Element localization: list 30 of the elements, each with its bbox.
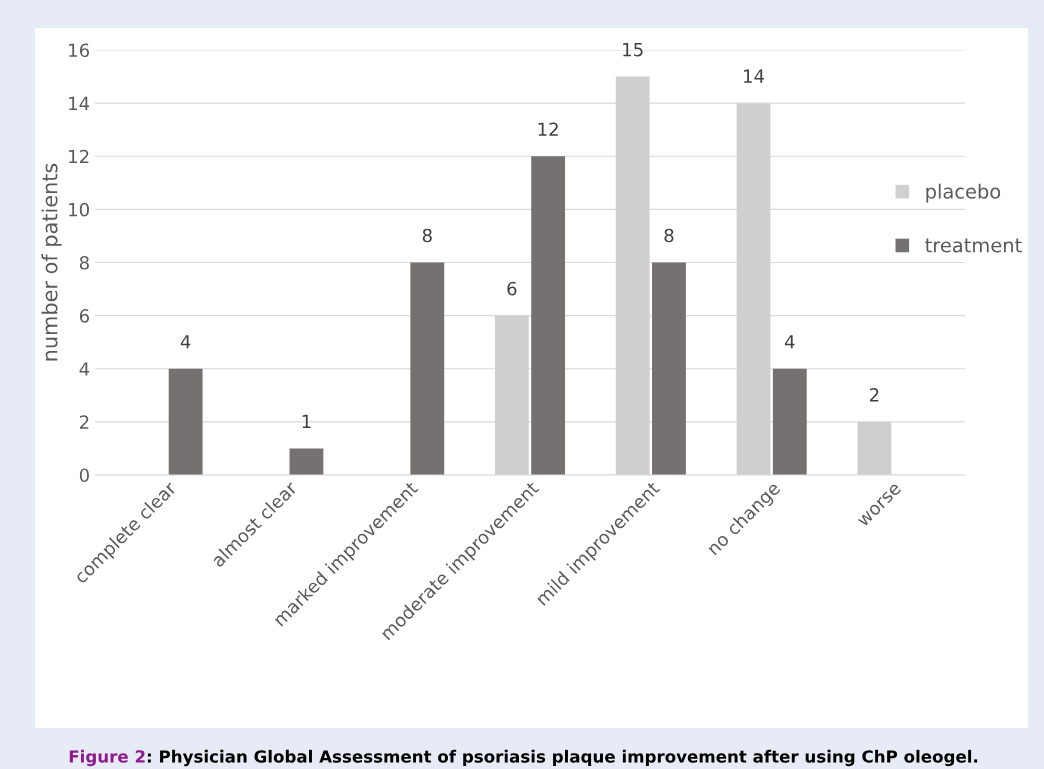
y-tick-label: 12 bbox=[69, 149, 89, 164]
data-label: 4 bbox=[784, 335, 795, 349]
y-axis-title: number of patients bbox=[41, 163, 62, 361]
data-label: 8 bbox=[422, 228, 432, 243]
data-label: 15 bbox=[623, 42, 643, 57]
bar bbox=[168, 368, 203, 475]
data-label: 1 bbox=[302, 414, 311, 429]
bar bbox=[772, 368, 807, 475]
y-tick-label: 14 bbox=[69, 96, 90, 110]
y-tick-label: 2 bbox=[79, 415, 89, 429]
data-label: 14 bbox=[744, 69, 765, 83]
y-tick-label: 6 bbox=[79, 309, 89, 323]
data-label: 6 bbox=[507, 281, 517, 296]
data-label: 8 bbox=[664, 228, 674, 243]
bar bbox=[531, 156, 566, 475]
bar bbox=[652, 262, 686, 475]
data-label: 4 bbox=[180, 335, 191, 349]
text: : Physician Global Assessment of psoriasis plaque improvement after using ChP oleogel. bbox=[147, 749, 978, 767]
legend-label: treatment bbox=[925, 238, 1022, 253]
y-tick-label: 0 bbox=[79, 468, 89, 483]
bar bbox=[410, 262, 445, 475]
bar bbox=[289, 448, 324, 475]
y-tick-label: 16 bbox=[69, 43, 89, 58]
y-tick-label: 10 bbox=[69, 202, 89, 217]
data-label: 2 bbox=[869, 388, 879, 402]
data-label: 12 bbox=[538, 122, 558, 136]
legend-label: placebo bbox=[926, 183, 1001, 203]
caption: Figure 2 bbox=[69, 749, 145, 767]
y-tick-label: 4 bbox=[79, 362, 90, 376]
y-tick-label: 8 bbox=[79, 255, 89, 270]
